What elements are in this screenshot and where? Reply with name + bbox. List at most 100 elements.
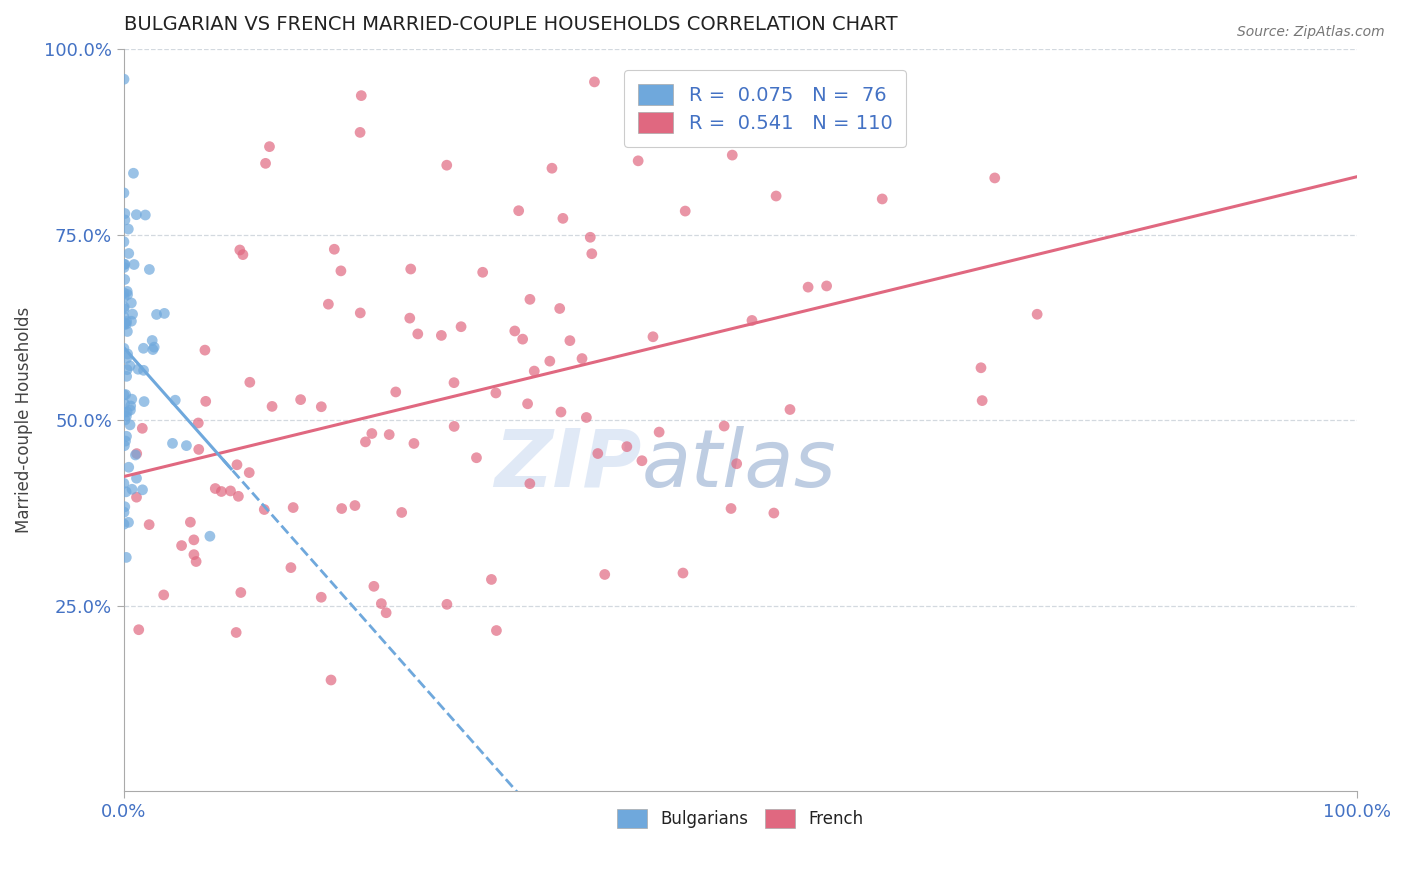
Point — [112, 186, 135, 200]
Point — [762, 506, 785, 520]
Text: ZIP: ZIP — [495, 425, 641, 504]
Point — [219, 483, 242, 498]
Text: BULGARIAN VS FRENCH MARRIED-COUPLE HOUSEHOLDS CORRELATION CHART: BULGARIAN VS FRENCH MARRIED-COUPLE HOUSE… — [124, 15, 897, 34]
Point — [262, 400, 284, 414]
Point — [121, 482, 143, 496]
Point — [363, 579, 385, 593]
Point — [593, 567, 616, 582]
Point — [138, 262, 160, 277]
Point — [378, 427, 401, 442]
Point — [516, 397, 538, 411]
Point — [122, 166, 145, 180]
Point — [319, 673, 342, 687]
Point — [153, 306, 176, 320]
Point — [254, 156, 277, 170]
Point — [349, 125, 371, 139]
Point — [402, 436, 425, 450]
Text: Source: ZipAtlas.com: Source: ZipAtlas.com — [1237, 25, 1385, 39]
Point — [112, 505, 135, 519]
Point — [232, 247, 254, 261]
Point — [471, 265, 494, 279]
Point — [436, 158, 458, 172]
Point — [112, 290, 135, 304]
Point — [721, 148, 744, 162]
Point — [283, 500, 305, 515]
Point — [132, 394, 155, 409]
Point — [115, 351, 138, 366]
Point — [112, 476, 135, 491]
Point — [117, 222, 139, 236]
Point — [124, 448, 146, 462]
Point — [548, 301, 571, 316]
Point — [323, 242, 346, 256]
Point — [465, 450, 488, 465]
Point — [170, 539, 193, 553]
Point — [112, 300, 135, 314]
Point — [508, 203, 530, 218]
Point — [112, 285, 135, 300]
Point — [120, 399, 142, 413]
Point — [115, 362, 138, 376]
Point — [225, 625, 247, 640]
Point — [550, 405, 572, 419]
Point — [450, 319, 472, 334]
Point — [143, 340, 166, 354]
Point — [115, 314, 138, 328]
Point — [114, 213, 136, 227]
Point — [354, 434, 377, 449]
Point — [138, 517, 160, 532]
Point — [512, 332, 534, 346]
Point — [112, 260, 135, 275]
Point — [183, 533, 205, 547]
Point — [112, 405, 135, 419]
Point — [280, 560, 302, 574]
Point — [176, 439, 198, 453]
Point — [436, 597, 458, 611]
Point — [117, 516, 139, 530]
Point — [115, 409, 138, 424]
Point — [114, 434, 136, 448]
Point — [112, 439, 135, 453]
Point — [112, 310, 135, 324]
Point — [970, 360, 993, 375]
Point — [398, 311, 420, 326]
Point — [118, 246, 141, 260]
Point — [114, 397, 136, 411]
Point — [360, 426, 382, 441]
Point — [443, 376, 465, 390]
Point — [112, 517, 135, 532]
Point — [481, 573, 503, 587]
Point — [134, 208, 156, 222]
Point — [131, 483, 153, 497]
Point — [519, 476, 541, 491]
Point — [114, 257, 136, 271]
Point — [485, 624, 508, 638]
Point — [125, 208, 148, 222]
Point — [384, 384, 406, 399]
Point — [115, 405, 138, 419]
Point — [1026, 307, 1049, 321]
Point — [122, 258, 145, 272]
Point — [541, 161, 564, 176]
Point — [443, 419, 465, 434]
Point — [114, 272, 136, 286]
Point — [204, 482, 226, 496]
Point — [142, 343, 165, 357]
Point — [115, 484, 138, 499]
Point — [125, 471, 148, 485]
Point — [803, 104, 825, 119]
Point — [375, 606, 398, 620]
Point — [117, 287, 139, 301]
Point — [114, 500, 136, 514]
Point — [720, 501, 742, 516]
Point — [309, 591, 332, 605]
Point — [815, 279, 838, 293]
Point — [631, 454, 654, 468]
Point — [370, 597, 392, 611]
Point — [485, 386, 508, 401]
Point — [627, 153, 650, 168]
Point — [551, 211, 574, 226]
Point — [145, 308, 167, 322]
Point — [779, 402, 801, 417]
Point — [586, 446, 609, 460]
